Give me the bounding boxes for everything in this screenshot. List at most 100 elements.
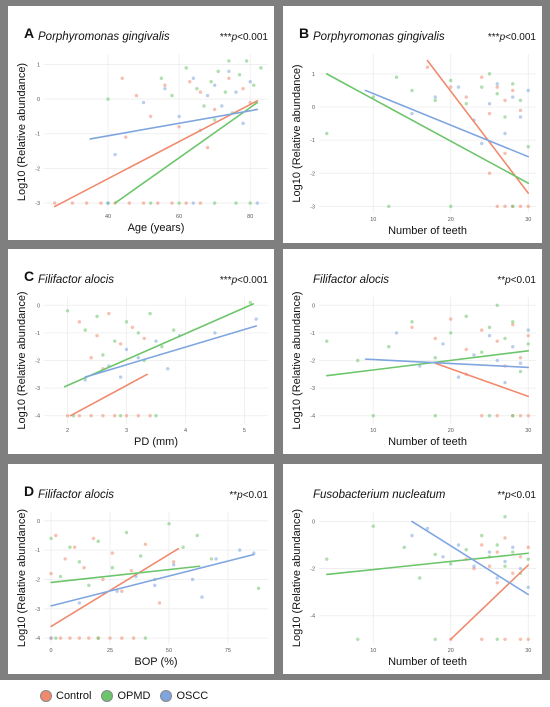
point-oscc	[115, 589, 119, 593]
y-axis-label: Log10 (Relative abundance)	[16, 291, 28, 429]
point-oscc	[177, 114, 181, 119]
point-opmd	[95, 314, 99, 319]
panel-letter: C	[24, 268, 34, 284]
point-control	[487, 564, 492, 568]
point-opmd	[223, 90, 228, 94]
point-opmd	[124, 530, 129, 535]
legend-label-oscc: OSCC	[176, 690, 209, 702]
point-control	[241, 86, 245, 91]
regression-line-oscc	[89, 108, 259, 140]
point-oscc	[511, 545, 515, 550]
p-value-label: ***p<0.001	[220, 275, 269, 286]
point-control	[127, 201, 132, 205]
point-opmd	[511, 82, 515, 86]
point-control	[487, 111, 492, 116]
point-opmd	[511, 550, 515, 554]
chart-title: Porphyromonas gingivalis	[313, 31, 445, 43]
x-axis-label: BOP (%)	[134, 656, 177, 668]
point-opmd	[77, 560, 82, 564]
regression-line-opmd	[325, 350, 530, 377]
point-control	[511, 571, 515, 575]
point-control	[480, 543, 484, 547]
point-opmd	[480, 85, 484, 89]
point-opmd	[433, 98, 437, 103]
point-control	[433, 336, 437, 341]
x-tick-label: 20	[448, 428, 454, 434]
regression-line-opmd	[325, 552, 530, 576]
x-tick-label: 40	[105, 214, 111, 220]
point-oscc	[200, 595, 204, 599]
point-control	[77, 636, 82, 640]
x-tick-label: 50	[166, 648, 172, 654]
point-control	[107, 311, 111, 316]
point-control	[480, 637, 484, 641]
y-tick-label: -2	[35, 577, 40, 583]
point-opmd	[159, 76, 164, 80]
point-control	[157, 601, 162, 605]
y-tick-label: -4	[310, 614, 315, 620]
point-control	[65, 414, 70, 418]
point-opmd	[148, 311, 152, 316]
point-control	[495, 414, 499, 418]
y-tick-label: -1	[35, 548, 40, 554]
point-control	[495, 581, 499, 585]
point-opmd	[495, 303, 499, 307]
point-control	[120, 76, 124, 80]
chart-svg-C: C Filifactor alocis ***p<0.001 2 3 4 5 -4 -3 -2 -1…	[16, 268, 269, 448]
y-tick-label: 0	[312, 105, 315, 111]
point-opmd	[248, 201, 252, 205]
point-oscc	[255, 201, 260, 205]
point-control	[503, 204, 507, 209]
chart-title: Filifactor alocis	[313, 274, 389, 286]
point-opmd	[410, 88, 414, 93]
point-oscc	[518, 361, 523, 365]
point-control	[63, 557, 67, 561]
point-opmd	[177, 201, 181, 205]
x-tick-label: 4	[184, 428, 187, 434]
legend-label-opmd: OPMD	[117, 690, 151, 702]
x-tick-label: 10	[370, 648, 376, 654]
y-tick-label: -3	[35, 201, 40, 207]
point-oscc	[503, 131, 507, 136]
y-tick-label: 1	[37, 62, 40, 68]
point-opmd	[154, 414, 158, 418]
point-opmd	[96, 636, 100, 640]
point-control	[54, 533, 58, 538]
point-opmd	[518, 98, 523, 103]
chart-title: Porphyromonas gingivalis	[38, 31, 170, 43]
point-oscc	[503, 559, 507, 564]
point-opmd	[170, 93, 174, 98]
point-control	[495, 85, 499, 89]
x-tick-label: 60	[176, 214, 182, 220]
point-oscc	[518, 566, 523, 571]
point-control	[495, 550, 499, 554]
point-oscc	[163, 86, 167, 91]
point-opmd	[526, 557, 530, 561]
point-opmd	[212, 118, 217, 122]
y-tick-label: -3	[310, 386, 315, 392]
legend-swatch-opmd	[101, 690, 114, 702]
point-control	[148, 414, 152, 418]
point-opmd	[511, 320, 515, 324]
legend-item-control: Control	[40, 690, 91, 702]
regression-line-opmd	[114, 101, 259, 204]
point-control	[518, 555, 523, 559]
point-opmd	[495, 543, 499, 547]
point-control	[518, 204, 523, 209]
point-opmd	[511, 414, 515, 418]
regression-line-oscc	[411, 520, 530, 596]
regression-line-control	[69, 373, 148, 417]
point-opmd	[248, 300, 253, 305]
point-oscc	[456, 85, 461, 89]
point-oscc	[456, 375, 461, 379]
legend-item-oscc: OSCC	[160, 690, 208, 702]
point-oscc	[526, 328, 530, 332]
point-control	[113, 414, 117, 418]
point-control	[198, 90, 203, 94]
y-tick-label: -2	[310, 359, 315, 365]
point-opmd	[118, 414, 123, 418]
point-opmd	[526, 145, 530, 149]
point-oscc	[191, 76, 196, 80]
point-opmd	[252, 83, 256, 87]
point-opmd	[124, 320, 129, 324]
